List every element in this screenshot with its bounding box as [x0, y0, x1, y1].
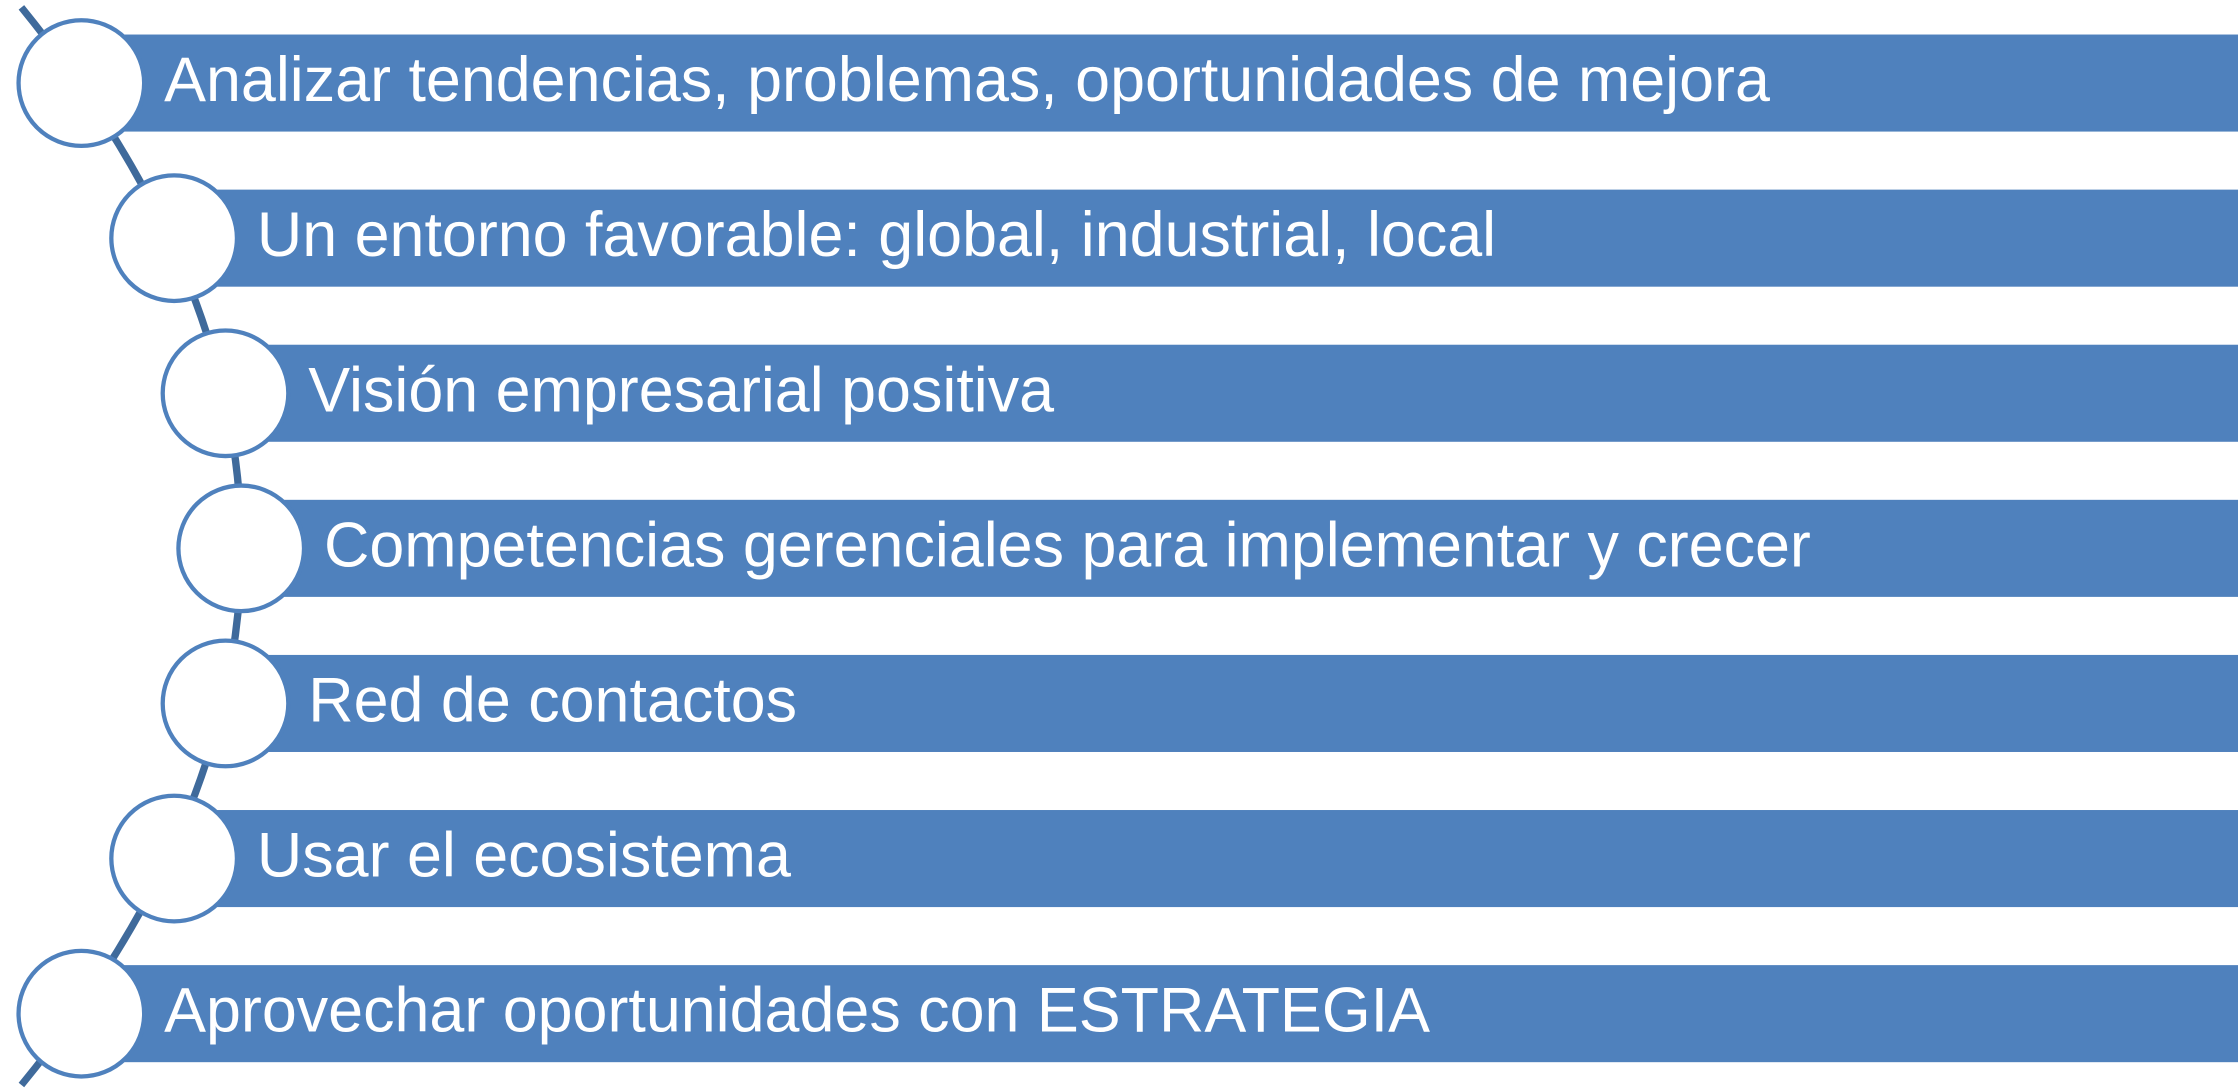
- item-label: Competencias gerenciales para implementa…: [324, 510, 1811, 580]
- item-bar: [174, 810, 2238, 908]
- item-circle: [16, 948, 147, 1079]
- item-circle: [16, 18, 147, 148]
- item-bar: [81, 34, 2238, 132]
- circles: [16, 18, 307, 1079]
- item-circle: [109, 793, 240, 924]
- item-bar: [225, 654, 2238, 752]
- item-label: Un entorno favorable: global, industrial…: [257, 200, 1496, 270]
- item-circle: [160, 638, 291, 769]
- item-bar: [81, 965, 2238, 1063]
- item-bar: [241, 499, 2238, 597]
- item-label: Red de contactos: [308, 665, 797, 735]
- item-circle: [109, 173, 240, 304]
- item-label: Usar el ecosistema: [257, 821, 791, 891]
- item-bar: [225, 344, 2238, 442]
- item-label: Analizar tendencias, problemas, oportuni…: [164, 45, 1770, 115]
- item-label: Aprovechar oportunidades con ESTRATEGIA: [164, 976, 1430, 1046]
- item-bar: [174, 189, 2238, 287]
- bars: Analizar tendencias, problemas, oportuni…: [81, 34, 2238, 1063]
- item-label: Visión empresarial positiva: [308, 355, 1054, 425]
- item-circle: [160, 328, 291, 459]
- item-circle: [176, 483, 307, 614]
